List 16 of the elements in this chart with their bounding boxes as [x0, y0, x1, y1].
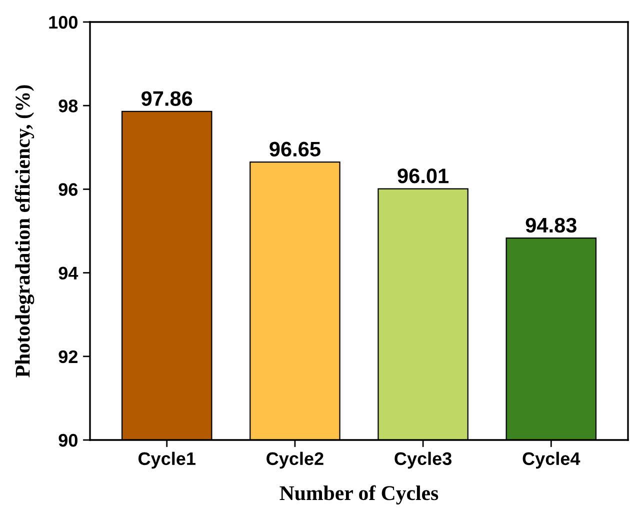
y-tick-label: 98: [58, 100, 78, 112]
data-label: 96.01: [398, 168, 449, 184]
data-label: 96.65: [270, 142, 320, 157]
y-tick-label: 100: [49, 16, 78, 29]
y-axis-title: Photodegradation efficiency, (%): [14, 85, 34, 378]
x-tick-label: Cycle4: [522, 452, 580, 469]
y-tick-label: 92: [58, 350, 78, 364]
data-label: 94.83: [526, 218, 576, 233]
x-tick-label: Cycle1: [138, 452, 196, 469]
y-tick-label: 90: [58, 434, 78, 447]
y-tick-label: 94: [58, 266, 78, 280]
x-tick-label: Cycle2: [266, 452, 324, 469]
data-label: 97.86: [142, 91, 192, 106]
y-tick-label: 96: [58, 183, 78, 196]
x-axis-title: Number of Cycles: [280, 485, 438, 504]
x-tick-label: Cycle3: [394, 452, 452, 469]
